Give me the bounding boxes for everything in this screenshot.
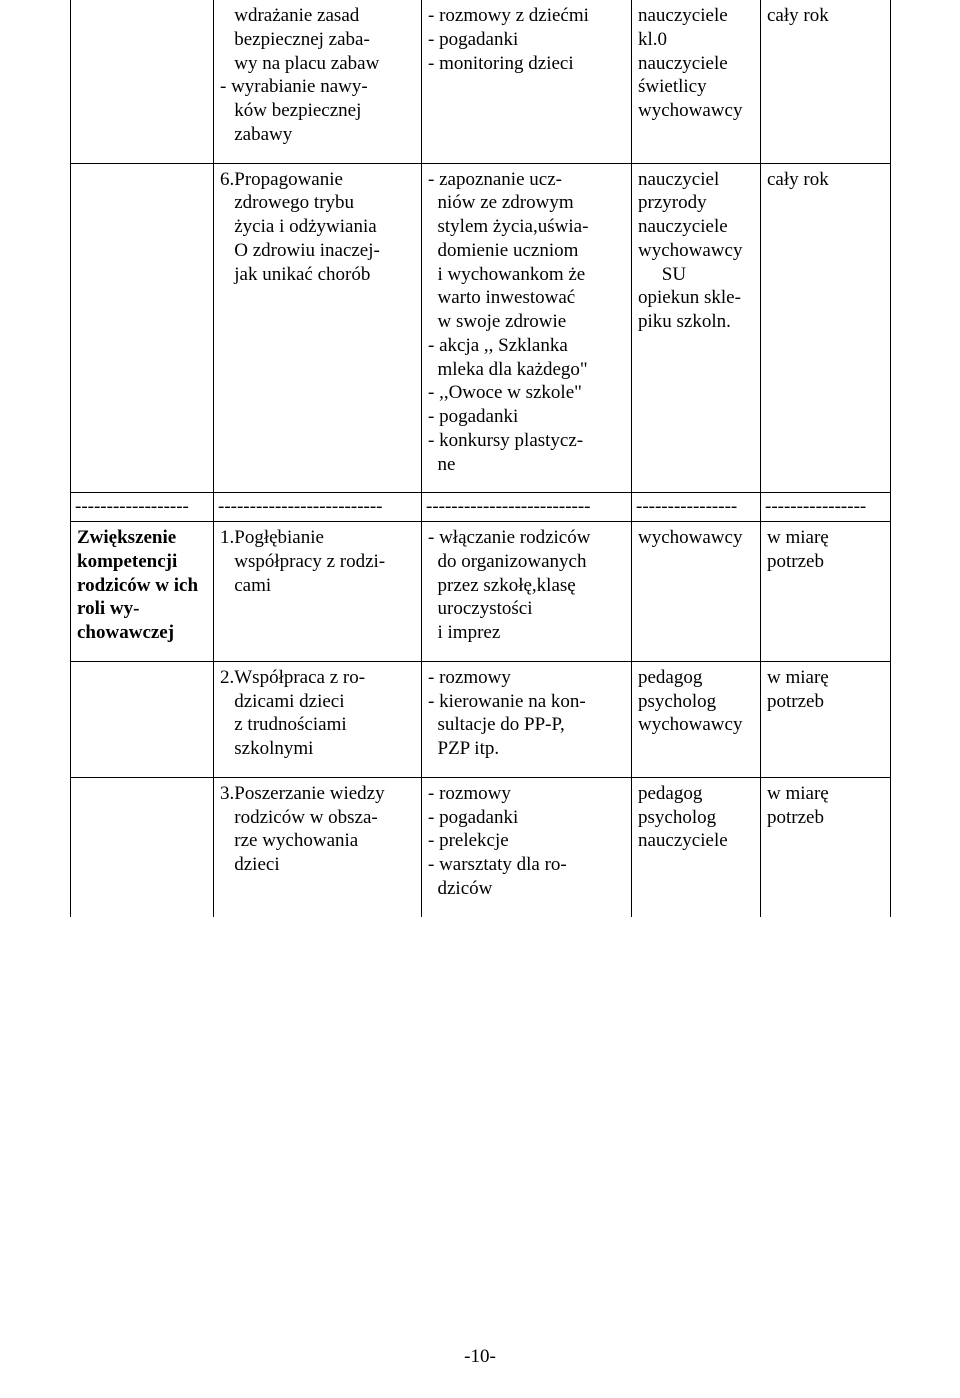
cell (71, 0, 214, 163)
divider-cell: ---------------- (761, 493, 891, 522)
cell: wychowawcy (632, 522, 761, 662)
cell: pedagog psycholog wychowawcy (632, 661, 761, 777)
table-row: 6.Propagowanie zdrowego trybu życia i od… (71, 163, 891, 493)
divider-cell: ------------------ (71, 493, 214, 522)
cell: - zapoznanie ucz- niów ze zdrowym stylem… (422, 163, 632, 493)
cell: 3.Poszerzanie wiedzy rodziców w obsza- r… (214, 777, 422, 916)
cell: 1.Pogłębianie współpracy z rodzi- cami (214, 522, 422, 662)
table-row: 3.Poszerzanie wiedzy rodziców w obsza- r… (71, 777, 891, 916)
cell (71, 163, 214, 493)
cell (71, 777, 214, 916)
divider-cell: -------------------------- (214, 493, 422, 522)
cell: w miarę potrzeb (761, 777, 891, 916)
cell: w miarę potrzeb (761, 522, 891, 662)
cell: pedagog psycholog nauczyciele (632, 777, 761, 916)
page-number: -10- (0, 1346, 960, 1368)
cell: w miarę potrzeb (761, 661, 891, 777)
table-row: 2.Współpraca z ro- dzicami dzieci z trud… (71, 661, 891, 777)
cell: cały rok (761, 0, 891, 163)
divider-cell: ---------------- (632, 493, 761, 522)
table-row: wdrażanie zasad bezpiecznej zaba- wy na … (71, 0, 891, 163)
document-page: wdrażanie zasad bezpiecznej zaba- wy na … (0, 0, 960, 1398)
cell: - rozmowy z dziećmi - pogadanki - monito… (422, 0, 632, 163)
cell: - rozmowy - kierowanie na kon- sultacje … (422, 661, 632, 777)
content-table: wdrażanie zasad bezpiecznej zaba- wy na … (70, 0, 891, 917)
table-row: Zwiększenie kompetencji rodziców w ich r… (71, 522, 891, 662)
cell (71, 661, 214, 777)
cell: 2.Współpraca z ro- dzicami dzieci z trud… (214, 661, 422, 777)
cell: - włączanie rodziców do organizowanych p… (422, 522, 632, 662)
divider-cell: -------------------------- (422, 493, 632, 522)
cell: wdrażanie zasad bezpiecznej zaba- wy na … (214, 0, 422, 163)
cell: nauczyciele kl.0 nauczyciele świetlicy w… (632, 0, 761, 163)
cell: cały rok (761, 163, 891, 493)
row-header-cell: Zwiększenie kompetencji rodziców w ich r… (71, 522, 214, 662)
cell: nauczyciel przyrody nauczyciele wychowaw… (632, 163, 761, 493)
cell: - rozmowy - pogadanki - prelekcje - wars… (422, 777, 632, 916)
divider-row: ------------------ ---------------------… (71, 493, 891, 522)
cell: 6.Propagowanie zdrowego trybu życia i od… (214, 163, 422, 493)
